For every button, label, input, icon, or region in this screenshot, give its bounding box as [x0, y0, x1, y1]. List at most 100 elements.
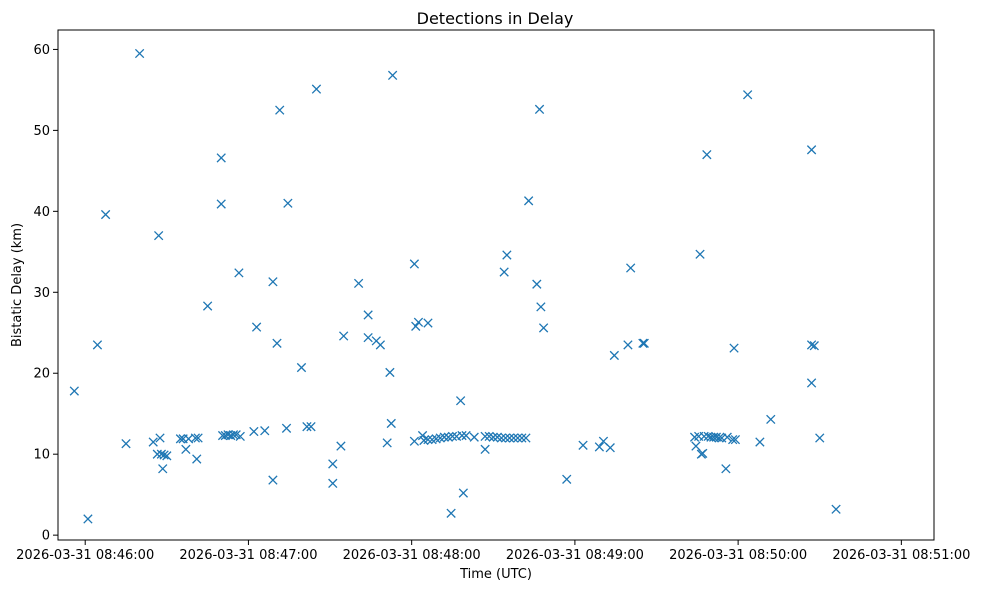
data-point — [260, 426, 270, 436]
data-point — [504, 433, 515, 443]
data-point — [488, 432, 498, 442]
data-point — [411, 321, 421, 331]
y-tick-label: 60 — [33, 43, 50, 58]
data-point — [455, 396, 466, 406]
data-point — [181, 444, 191, 454]
data-point — [375, 340, 386, 350]
data-point — [148, 437, 158, 447]
data-point — [192, 454, 202, 464]
data-point — [626, 263, 636, 273]
data-point — [382, 438, 392, 448]
y-tick-label: 10 — [33, 448, 50, 463]
x-tick-label: 2026-03-31 08:51:00 — [832, 548, 970, 563]
x-axis-label: Time (UTC) — [459, 567, 532, 582]
data-point — [100, 209, 111, 220]
data-point — [538, 323, 549, 333]
plot-area-frame — [57, 29, 935, 541]
data-point — [353, 278, 364, 289]
data-point — [216, 153, 226, 163]
data-point — [728, 434, 738, 445]
data-point — [234, 268, 244, 278]
data-point — [639, 338, 649, 348]
y-tick-label: 0 — [42, 529, 50, 544]
data-point — [363, 332, 373, 343]
data-point — [721, 464, 731, 474]
data-point — [480, 444, 490, 454]
data-point — [311, 84, 322, 94]
data-point — [458, 488, 469, 498]
data-point — [513, 433, 523, 443]
data-point — [578, 440, 588, 450]
data-point — [283, 198, 293, 208]
data-point — [156, 449, 167, 459]
data-point — [742, 90, 753, 100]
data-point — [387, 70, 398, 80]
data-point — [268, 277, 278, 287]
data-point — [175, 434, 186, 444]
data-point — [806, 145, 817, 155]
y-tick-label: 30 — [33, 286, 50, 301]
data-point — [153, 230, 164, 241]
data-point — [480, 431, 490, 442]
data-point — [447, 431, 458, 442]
data-point — [730, 434, 741, 445]
data-point — [296, 362, 307, 373]
data-points — [69, 48, 841, 524]
data-point — [134, 48, 145, 59]
data-point — [523, 196, 534, 206]
data-point — [385, 367, 395, 378]
data-point — [714, 433, 724, 443]
data-point — [532, 279, 542, 289]
data-point — [446, 508, 456, 518]
data-point — [423, 434, 433, 445]
x-tick-label: 2026-03-31 08:48:00 — [343, 548, 481, 563]
data-point — [698, 448, 708, 459]
data-point — [92, 340, 103, 350]
data-point — [202, 301, 213, 311]
data-point — [605, 443, 615, 453]
data-point — [815, 433, 825, 443]
data-point — [249, 426, 259, 437]
data-point — [338, 331, 349, 341]
data-point — [275, 105, 285, 115]
data-point — [702, 150, 712, 160]
data-point — [638, 338, 648, 348]
data-point — [439, 432, 449, 442]
data-point — [534, 104, 545, 114]
data-point — [461, 430, 471, 441]
data-point — [691, 441, 701, 451]
data-point — [766, 414, 776, 425]
data-point — [251, 322, 262, 332]
data-point — [499, 267, 509, 277]
data-point — [500, 433, 511, 443]
data-point — [306, 422, 316, 432]
data-point — [609, 350, 620, 361]
data-point — [562, 474, 572, 484]
data-point — [809, 341, 819, 351]
data-point — [121, 439, 131, 449]
data-point — [235, 431, 245, 442]
data-point — [281, 423, 292, 433]
data-point — [302, 422, 312, 432]
data-point — [623, 340, 633, 350]
data-point — [158, 464, 168, 474]
data-point — [159, 450, 169, 460]
data-point — [496, 433, 507, 443]
data-point — [268, 475, 278, 485]
data-point — [536, 302, 546, 312]
data-point — [521, 433, 531, 443]
data-point — [228, 430, 239, 440]
data-point — [336, 441, 346, 451]
data-point — [509, 433, 519, 443]
data-point — [695, 249, 705, 259]
x-axis-ticks: 2026-03-31 08:46:00 2026-03-31 08:47:00 20… — [16, 540, 970, 563]
data-point — [328, 459, 338, 469]
data-point — [413, 317, 424, 327]
x-tick-label: 2026-03-31 08:47:00 — [179, 548, 317, 563]
data-point — [594, 442, 605, 452]
y-tick-label: 40 — [33, 205, 50, 220]
data-point — [272, 338, 282, 348]
data-point — [83, 514, 93, 524]
